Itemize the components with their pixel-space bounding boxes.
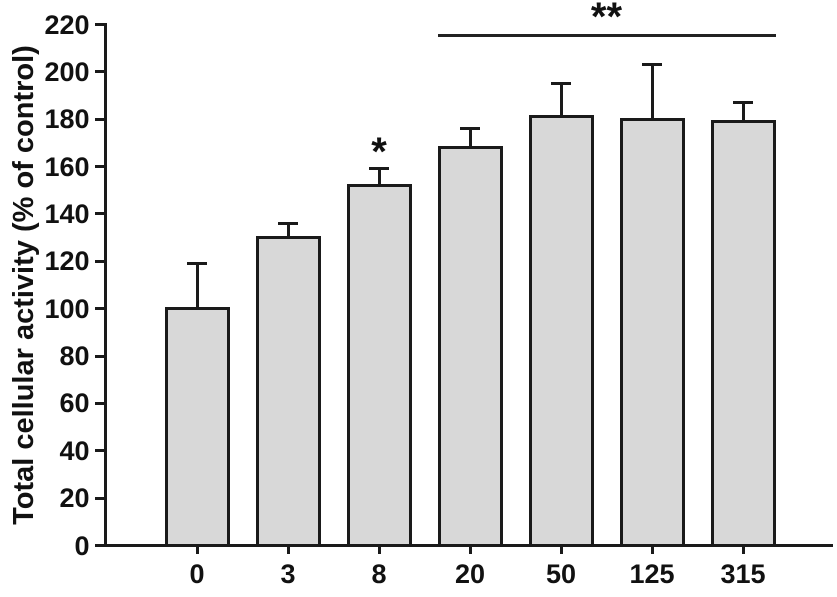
x-tick-label: 8 — [371, 559, 387, 589]
error-bar-stem — [286, 223, 290, 238]
error-bar-cap — [460, 127, 480, 131]
error-bar-cap — [733, 101, 753, 105]
y-tick-mark — [94, 23, 104, 26]
y-tick-label: 140 — [44, 198, 90, 229]
error-bar-cap — [278, 221, 298, 225]
y-tick-label: 100 — [44, 293, 90, 324]
x-tick-mark — [559, 547, 563, 554]
x-tick-mark — [377, 547, 381, 554]
significance-star: * — [371, 129, 387, 174]
x-tick-mark — [286, 547, 290, 554]
y-tick-label: 60 — [59, 388, 90, 419]
y-tick-label: 180 — [44, 104, 90, 135]
significance-bracket — [437, 33, 776, 37]
error-bar-stem — [468, 128, 472, 148]
y-tick-label: 200 — [44, 56, 90, 87]
bar — [528, 115, 594, 547]
x-tick-mark — [650, 547, 654, 554]
y-tick-label: 80 — [59, 341, 90, 372]
significance-bracket-label: ** — [590, 0, 623, 39]
error-bar-cap — [369, 167, 389, 171]
y-tick-mark — [94, 496, 104, 500]
error-bar-cap — [551, 82, 571, 86]
x-tick-mark — [468, 547, 472, 554]
y-tick-label: 0 — [74, 530, 90, 561]
x-tick-label: 50 — [545, 559, 577, 589]
bar — [255, 236, 321, 547]
y-tick-mark — [94, 401, 104, 405]
bar — [619, 117, 685, 547]
error-bar-stem — [559, 83, 563, 117]
y-tick-mark — [94, 307, 104, 311]
y-axis-title: Total cellular activity (% of control) — [8, 45, 40, 525]
y-tick-mark — [94, 212, 104, 216]
y-tick-mark — [94, 117, 104, 121]
bar — [710, 120, 776, 547]
error-bar-stem — [650, 64, 654, 120]
y-tick-label: 40 — [59, 435, 90, 466]
x-tick-label: 315 — [720, 559, 766, 589]
y-tick-mark — [94, 259, 104, 263]
error-bar-cap — [187, 262, 207, 266]
error-bar-stem — [195, 263, 199, 309]
error-bar-stem — [377, 168, 381, 186]
bar — [164, 307, 230, 547]
y-tick-mark — [94, 449, 104, 453]
x-tick-label: 3 — [280, 559, 296, 589]
y-tick-label: 220 — [44, 9, 90, 40]
x-tick-label: 125 — [629, 559, 675, 589]
error-bar-stem — [741, 102, 745, 122]
x-tick-mark — [195, 547, 199, 554]
y-tick-label: 160 — [44, 151, 90, 182]
y-tick-label: 120 — [44, 246, 90, 277]
bar — [346, 184, 412, 547]
y-tick-mark — [94, 544, 104, 547]
x-tick-label: 0 — [189, 559, 205, 589]
error-bar-cap — [642, 63, 662, 67]
y-tick-mark — [94, 70, 104, 74]
y-tick-label: 20 — [59, 483, 90, 514]
x-tick-label: 20 — [454, 559, 486, 589]
x-tick-mark — [741, 547, 745, 554]
bar — [437, 146, 503, 547]
y-tick-mark — [94, 354, 104, 358]
y-axis — [103, 23, 107, 547]
y-tick-mark — [94, 165, 104, 169]
